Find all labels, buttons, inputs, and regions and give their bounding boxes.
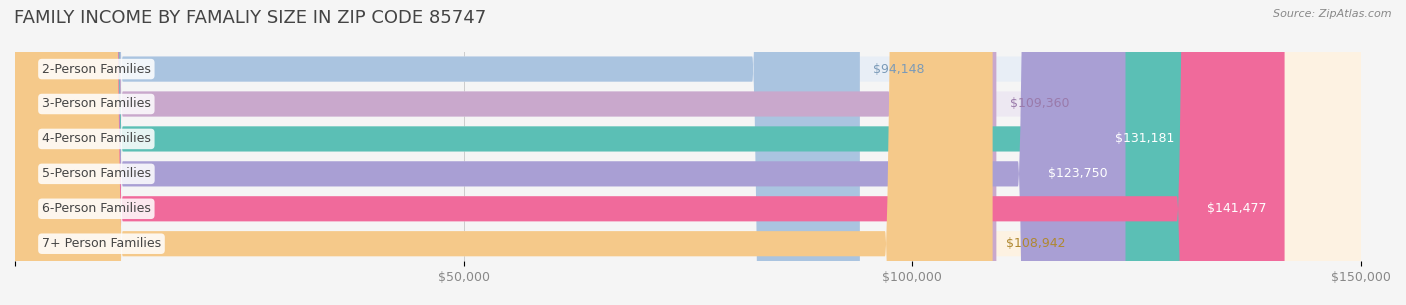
FancyBboxPatch shape [15,0,1192,305]
FancyBboxPatch shape [15,0,1361,305]
Text: 2-Person Families: 2-Person Families [42,63,150,76]
Text: 3-Person Families: 3-Person Families [42,98,150,110]
Text: 7+ Person Families: 7+ Person Families [42,237,162,250]
FancyBboxPatch shape [15,0,1361,305]
FancyBboxPatch shape [15,0,1125,305]
Text: 6-Person Families: 6-Person Families [42,202,150,215]
Text: Source: ZipAtlas.com: Source: ZipAtlas.com [1274,9,1392,19]
FancyBboxPatch shape [15,0,1361,305]
FancyBboxPatch shape [15,0,1361,305]
Text: 4-Person Families: 4-Person Families [42,132,150,145]
Text: $131,181: $131,181 [1115,132,1174,145]
Text: $94,148: $94,148 [873,63,925,76]
Text: 5-Person Families: 5-Person Families [42,167,150,180]
FancyBboxPatch shape [15,0,1361,305]
Text: $123,750: $123,750 [1047,167,1108,180]
FancyBboxPatch shape [15,0,860,305]
FancyBboxPatch shape [15,0,1361,305]
Text: FAMILY INCOME BY FAMALIY SIZE IN ZIP CODE 85747: FAMILY INCOME BY FAMALIY SIZE IN ZIP COD… [14,9,486,27]
Text: $109,360: $109,360 [1010,98,1070,110]
Text: $141,477: $141,477 [1208,202,1267,215]
FancyBboxPatch shape [15,0,997,305]
FancyBboxPatch shape [15,0,993,305]
FancyBboxPatch shape [15,0,1285,305]
Text: $108,942: $108,942 [1007,237,1066,250]
